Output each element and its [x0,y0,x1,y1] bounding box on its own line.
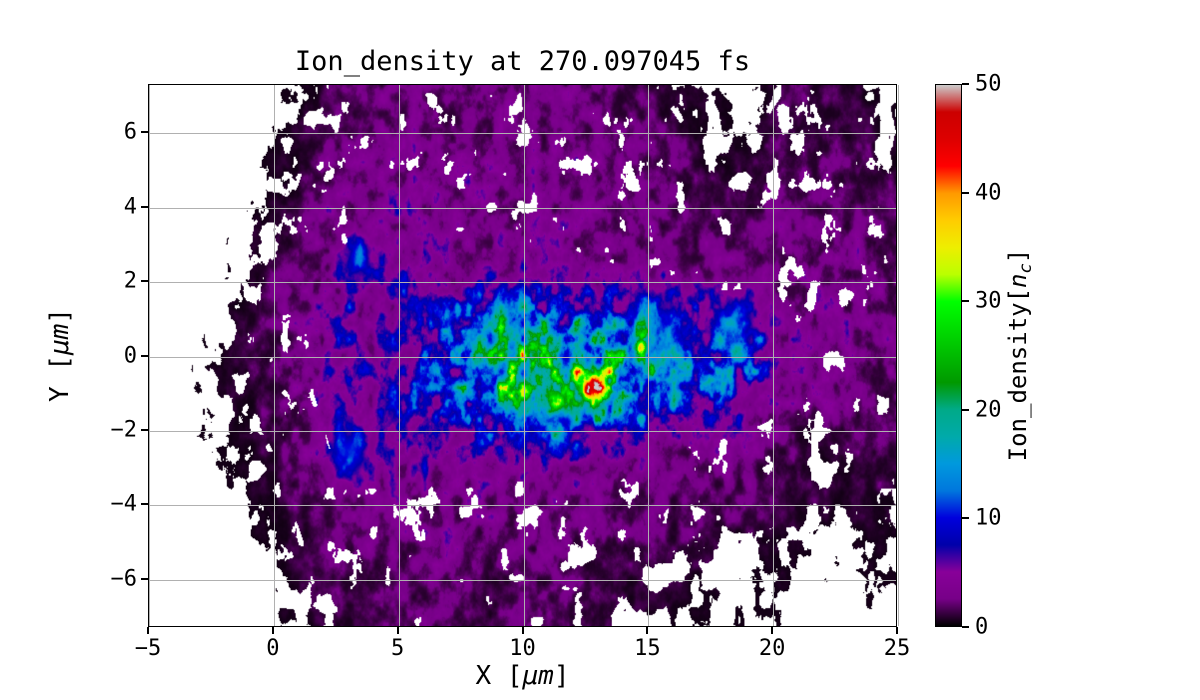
y-axis-tick [141,354,148,357]
colorbar-label-var: n [1003,273,1032,288]
grid-line-horizontal [149,505,896,507]
x-axis-label-math: μm [522,661,554,691]
x-axis-tick [271,627,274,634]
x-tick-label: 20 [758,636,786,661]
grid-line-vertical [898,85,899,626]
colorbar-label-sub: c [1016,263,1037,274]
y-tick-label: −4 [110,491,138,517]
colorbar-tick [962,83,969,85]
plot-area [148,84,899,627]
colorbar-tick-label: 30 [975,288,1002,314]
colorbar-tick [962,300,969,303]
grid-line-vertical [648,85,650,626]
colorbar [935,84,962,627]
colorbar-tick-label: 50 [975,71,1002,97]
grid-line-horizontal [149,356,896,358]
colorbar-tick [962,191,969,194]
x-tick-label: 15 [634,636,661,661]
y-axis-tick [141,577,148,580]
y-tick-label: 4 [123,194,137,220]
x-axis-label: X [μm] [148,661,897,691]
y-tick-label: 6 [123,119,137,145]
y-axis-tick [141,503,148,506]
y-axis-tick [141,205,148,208]
y-tick-label: −2 [110,417,138,443]
y-axis-tick [141,131,148,134]
x-axis-tick [521,627,524,634]
y-tick-label: 0 [123,343,137,368]
grid-line-horizontal [149,207,896,209]
grid-line-vertical [398,85,400,626]
grid-line-horizontal [149,579,896,581]
y-axis-label-close: ] [45,308,75,324]
colorbar-tick [962,517,969,520]
x-axis-label-text: X [ [475,661,523,691]
grid-line-vertical [773,85,775,626]
x-tick-label: −5 [134,636,162,661]
colorbar-tick-label: 10 [975,505,1002,531]
colorbar-tick [962,626,969,628]
grid-line-horizontal [149,282,896,284]
colorbar-label-text: Ion_density[ [1003,287,1032,462]
grid-line-vertical [273,85,275,626]
colorbar-tick [962,408,969,411]
colorbar-tick-label: 0 [975,614,989,640]
chart-title: Ion_density at 270.097045 fs [294,46,751,77]
grid-line-vertical [523,85,525,626]
x-tick-label: 10 [509,636,536,661]
colorbar-tick-label: 40 [975,180,1002,206]
y-axis-tick [141,428,148,431]
x-tick-label: 0 [266,636,280,661]
x-tick-label: 25 [883,636,911,661]
heatmap-canvas [149,85,896,626]
x-axis-label-close: ] [553,661,570,691]
x-axis-tick [896,627,898,634]
grid-line-horizontal [149,133,896,135]
y-axis-label: Y [μm] [45,308,75,402]
colorbar-label: Ion_density[nc] [1004,249,1036,462]
grid-line-horizontal [149,430,896,432]
y-tick-label: −6 [110,566,138,592]
colorbar-tick-label: 20 [975,397,1002,423]
x-axis-tick [396,627,399,634]
x-axis-tick [646,627,649,634]
colorbar-label-close: ] [1003,248,1032,264]
x-axis-tick [771,627,774,634]
y-axis-label-text: Y [ [45,355,75,402]
y-axis-tick [141,280,148,283]
y-tick-label: 2 [123,268,137,294]
grid-line-vertical [149,85,150,626]
x-tick-label: 5 [391,636,405,661]
y-axis-label-math: μm [45,323,75,355]
x-axis-tick [147,627,149,634]
